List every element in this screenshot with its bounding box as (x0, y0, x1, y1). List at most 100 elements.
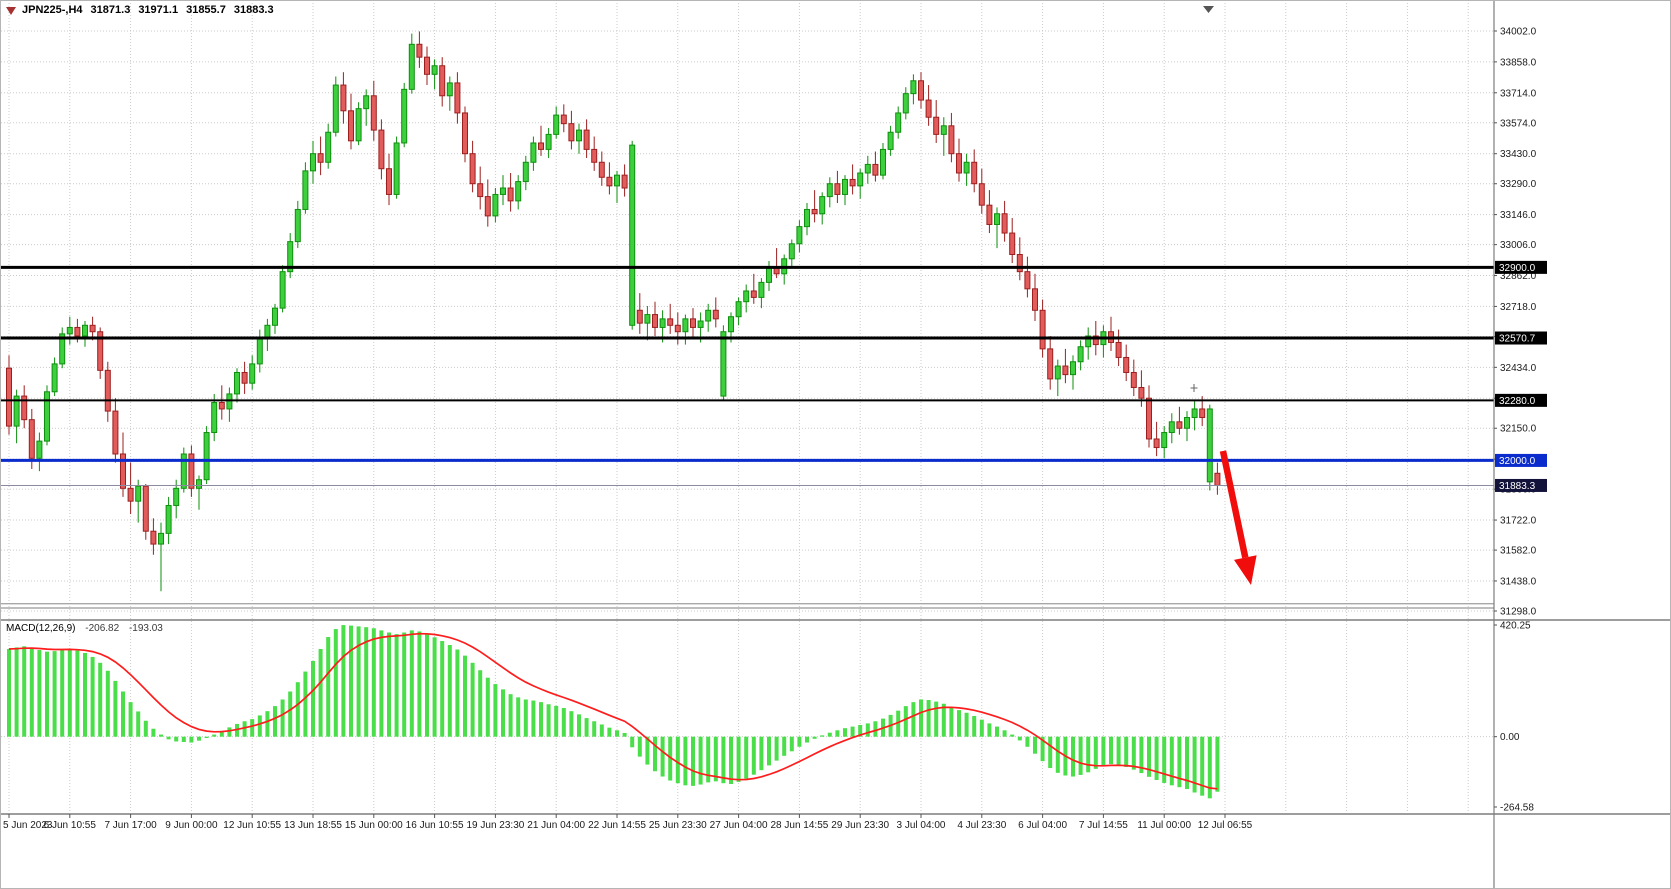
candle-body (241, 371, 248, 384)
price-level-badge-text: 32280.0 (1499, 396, 1536, 407)
macd-histogram-bar (318, 648, 323, 737)
candle-body (834, 183, 841, 195)
time-axis-label: 12 Jul 06:55 (1198, 820, 1253, 831)
trend-arrow-shaft[interactable] (1219, 450, 1249, 559)
macd-histogram-bar (972, 715, 977, 737)
candle-body (127, 487, 134, 502)
candle-body (880, 148, 886, 176)
macd-histogram-bar (128, 702, 133, 737)
candle-body (667, 318, 674, 326)
candle-body (249, 363, 256, 384)
candle-body (104, 369, 111, 412)
macd-histogram-bar (174, 736, 179, 742)
candle-body (948, 125, 955, 155)
candle-body (887, 131, 894, 150)
macd-histogram-bar (979, 719, 984, 737)
candle-body (340, 84, 347, 112)
candle-body (963, 161, 970, 174)
macd-histogram-bar (1147, 736, 1151, 777)
macd-histogram-bar (212, 734, 217, 737)
macd-histogram-bar (189, 736, 194, 743)
candle-body (1001, 213, 1008, 234)
candle-body (180, 453, 187, 489)
macd-histogram-bar (379, 630, 384, 737)
macd-histogram-bar (698, 736, 703, 785)
trend-arrow-head[interactable] (1234, 555, 1257, 585)
candle-body (697, 320, 704, 328)
candle-body (1146, 397, 1152, 440)
shift-marker-icon (1203, 6, 1214, 13)
candle-body (591, 148, 598, 163)
candle-body (1176, 421, 1183, 429)
macd-histogram-bar (554, 705, 559, 737)
macd-histogram-bar (371, 628, 376, 737)
price-axis-label: 33430.0 (1500, 149, 1537, 160)
macd-histogram-bar (1154, 736, 1159, 781)
candle-body (1047, 348, 1054, 380)
macd-histogram-bar (265, 711, 270, 737)
macd-histogram-bar (463, 655, 467, 737)
candle-body (674, 324, 681, 333)
candle-body (370, 95, 377, 131)
candle-body (1130, 371, 1137, 388)
candle-body (363, 95, 370, 110)
macd-histogram-bar (1002, 730, 1007, 737)
macd-histogram-bar (729, 736, 733, 784)
macd-histogram-bar (288, 691, 293, 737)
macd-histogram-bar (713, 736, 718, 782)
macd-histogram-bar (432, 637, 437, 737)
price-axis-label: 31722.0 (1500, 516, 1537, 527)
candle-body (256, 337, 263, 365)
macd-histogram-bar (14, 647, 19, 737)
macd-histogram-bar (797, 736, 802, 747)
symbol-timeframe: JPN225-,H4 (22, 4, 83, 16)
price-level-badge (1495, 260, 1547, 274)
macd-histogram-bar (987, 723, 992, 737)
macd-histogram-bar (470, 662, 475, 737)
macd-histogram-bar (75, 650, 80, 737)
macd-histogram-bar (349, 625, 353, 737)
macd-histogram-bar (90, 656, 95, 737)
candle-body (553, 114, 560, 135)
macd-histogram-bar (653, 736, 657, 772)
macd-histogram-bar (1048, 736, 1053, 769)
candle-body (386, 168, 392, 195)
macd-histogram-bar (736, 736, 741, 782)
macd-histogram-bar (67, 648, 72, 737)
macd-histogram-bar (1169, 736, 1174, 786)
candle-body (1168, 421, 1175, 434)
time-axis-label: 16 Jun 10:55 (406, 820, 464, 831)
candle-body (636, 309, 643, 324)
time-axis-label: 6 Jun 10:55 (44, 820, 97, 831)
macd-histogram-bar (691, 736, 695, 786)
macd-histogram-bar (1071, 736, 1075, 777)
macd-histogram-bar (136, 711, 141, 737)
candle-body (994, 213, 1000, 225)
macd-histogram-bar (622, 732, 627, 737)
macd-histogram-bar (1124, 736, 1129, 767)
candle-body (1184, 417, 1190, 429)
ohlc-high: 31971.1 (138, 4, 179, 16)
macd-histogram-bar (858, 724, 863, 737)
candle-body (758, 281, 765, 298)
candle-body (804, 208, 810, 228)
price-axis-label: 31298.0 (1500, 607, 1537, 618)
candle-body (6, 367, 12, 427)
time-axis-label: 6 Jul 04:00 (1018, 820, 1067, 831)
macd-histogram-bar (1109, 736, 1113, 765)
macd-histogram-bar (523, 699, 528, 737)
price-level-badge (1495, 393, 1547, 407)
price-axis-label: 33858.0 (1500, 57, 1537, 68)
macd-histogram-bar (257, 715, 262, 737)
macd-histogram-bar (1017, 736, 1022, 741)
candle-body (743, 290, 750, 303)
candle-body (1214, 472, 1221, 486)
candle-body (1199, 408, 1206, 419)
candle-body (1062, 365, 1069, 376)
candle-body (28, 419, 35, 459)
candle-body (819, 196, 826, 215)
macd-histogram-bar (934, 701, 939, 737)
macd-histogram-bar (957, 710, 961, 737)
candle-body (287, 241, 294, 273)
